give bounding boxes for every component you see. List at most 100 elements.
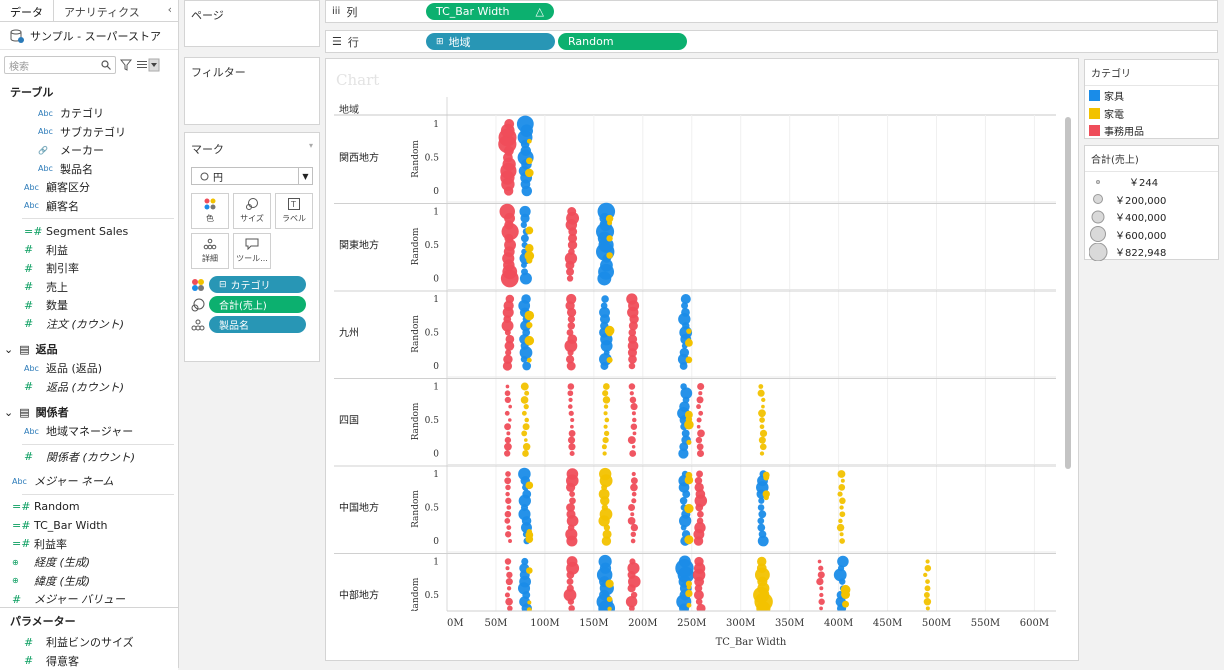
data-point[interactable] (631, 532, 636, 537)
data-point[interactable] (630, 484, 638, 492)
data-point[interactable] (679, 401, 690, 412)
data-point[interactable] (839, 498, 846, 504)
data-point[interactable] (628, 504, 635, 511)
data-point[interactable] (760, 451, 764, 455)
data-point[interactable] (569, 430, 576, 437)
data-point[interactable] (524, 418, 529, 423)
data-point[interactable] (630, 512, 634, 516)
data-point[interactable] (819, 607, 823, 611)
size-legend-item[interactable]: ￥600,000 (1085, 226, 1218, 244)
data-point[interactable] (521, 234, 529, 242)
field-item[interactable]: =#Random (0, 498, 178, 517)
data-point[interactable] (696, 437, 702, 443)
data-point[interactable] (519, 206, 530, 217)
data-point[interactable] (567, 578, 574, 585)
data-point[interactable] (697, 383, 704, 390)
field-item[interactable]: ⊕経度 (生成) (0, 553, 178, 572)
datasource-item[interactable]: サンプル - スーパーストア (0, 22, 178, 50)
field-item[interactable]: #返品 (カウント) (0, 378, 178, 397)
data-point[interactable] (758, 510, 766, 518)
data-point[interactable] (630, 397, 637, 404)
data-point[interactable] (679, 556, 691, 568)
data-point[interactable] (505, 511, 512, 518)
data-point[interactable] (524, 404, 529, 409)
data-point[interactable] (631, 539, 636, 544)
field-item[interactable]: 🔗メーカー (0, 141, 178, 160)
data-point[interactable] (695, 477, 702, 484)
collapse-pane-icon[interactable]: ‹ (162, 0, 178, 21)
data-point[interactable] (505, 485, 511, 491)
data-point[interactable] (924, 598, 931, 605)
data-point[interactable] (632, 492, 637, 497)
data-point[interactable] (505, 592, 510, 597)
data-point[interactable] (628, 436, 636, 444)
data-point[interactable] (681, 308, 690, 317)
data-point[interactable] (838, 519, 842, 523)
pages-shelf[interactable]: ページ (184, 0, 320, 47)
data-point[interactable] (757, 518, 764, 525)
data-point[interactable] (569, 491, 575, 497)
data-point[interactable] (632, 418, 636, 422)
data-point[interactable] (567, 275, 573, 281)
data-point[interactable] (698, 391, 702, 395)
people-table[interactable]: ⌄▤関係者 (0, 402, 178, 422)
data-point[interactable] (603, 451, 607, 455)
data-point[interactable] (841, 479, 845, 483)
data-point[interactable] (506, 572, 512, 578)
data-point[interactable] (568, 437, 575, 444)
data-point[interactable] (631, 498, 636, 503)
data-point[interactable] (567, 207, 576, 216)
data-point[interactable] (697, 443, 704, 450)
returns-table[interactable]: ⌄▤返品 (0, 339, 178, 359)
data-point[interactable] (601, 302, 608, 309)
data-point[interactable] (524, 391, 529, 396)
detail-button[interactable]: 詳細 (191, 233, 229, 269)
data-point[interactable] (505, 390, 511, 396)
filter-icon[interactable] (120, 59, 132, 71)
data-point[interactable] (926, 559, 930, 563)
data-point[interactable] (632, 411, 636, 415)
data-point[interactable] (694, 557, 703, 566)
data-point[interactable] (604, 411, 608, 415)
field-item[interactable]: #メジャー バリュー (0, 590, 178, 609)
data-point[interactable] (761, 398, 765, 402)
data-point[interactable] (628, 517, 636, 525)
field-item[interactable]: =#TC_Bar Width (0, 516, 178, 535)
data-point[interactable] (839, 505, 843, 509)
data-point[interactable] (629, 450, 636, 457)
data-point[interactable] (568, 404, 573, 409)
data-point[interactable] (570, 418, 574, 422)
data-point[interactable] (759, 530, 767, 538)
field-item[interactable]: #売上 (0, 278, 178, 297)
data-point[interactable] (603, 437, 609, 443)
data-point[interactable] (505, 471, 511, 477)
data-point[interactable] (505, 397, 511, 403)
field-item[interactable]: =#利益率 (0, 535, 178, 554)
field-item[interactable]: #得意客 (0, 652, 178, 670)
tooltip-button[interactable]: ツール... (233, 233, 271, 269)
data-point[interactable] (504, 450, 510, 456)
data-point[interactable] (818, 599, 824, 605)
data-point[interactable] (599, 468, 611, 480)
data-point[interactable] (838, 484, 845, 491)
data-point[interactable] (697, 396, 704, 403)
data-point[interactable] (758, 504, 765, 511)
size-legend-item[interactable]: ￥822,948 (1085, 243, 1218, 261)
data-point[interactable] (681, 294, 691, 304)
data-point[interactable] (758, 384, 763, 389)
data-point[interactable] (567, 390, 573, 396)
data-point[interactable] (759, 437, 766, 444)
data-point[interactable] (568, 398, 572, 402)
data-point[interactable] (523, 423, 530, 430)
data-point[interactable] (602, 390, 608, 396)
data-point[interactable] (682, 429, 690, 437)
data-point[interactable] (760, 424, 765, 429)
data-point[interactable] (626, 293, 637, 304)
view-options-icon[interactable] (136, 58, 160, 72)
data-point[interactable] (680, 383, 687, 390)
data-point[interactable] (504, 119, 514, 129)
data-point[interactable] (521, 431, 527, 437)
